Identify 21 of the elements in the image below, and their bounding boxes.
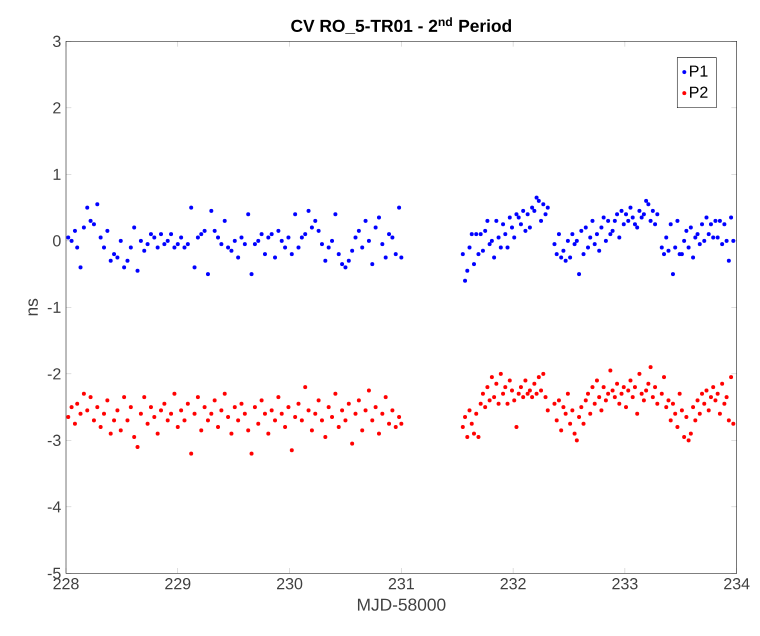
x-tick-label: 234 xyxy=(724,578,750,590)
y-tick-label: 2 xyxy=(53,102,60,114)
x-tick-label: 229 xyxy=(165,578,190,590)
y-tick-label: 1 xyxy=(54,168,61,180)
y-tick-label: -1 xyxy=(48,302,61,313)
y-tick-label: -2 xyxy=(48,368,60,380)
legend-label: P1 xyxy=(690,66,708,77)
y-axis-title: ns xyxy=(28,298,38,316)
x-tick-label: 233 xyxy=(612,578,638,590)
y-tick-label: -5 xyxy=(48,568,61,579)
y-tick-label: -3 xyxy=(48,434,61,446)
y-tick-label: 0 xyxy=(53,235,61,246)
y-tick-label: -4 xyxy=(48,501,61,512)
chart-title: CV RO_5-TR01 - 2$^{nd}$ Period xyxy=(291,17,512,34)
x-tick-label: 230 xyxy=(277,578,302,590)
x-axis-title: MJD-58000 xyxy=(358,598,446,611)
x-tick-label: 228 xyxy=(53,578,79,590)
legend-label: P2 xyxy=(690,86,708,98)
x-tick-label: 231 xyxy=(388,578,414,590)
x-tick-label: 232 xyxy=(500,578,526,590)
y-tick-label: 3 xyxy=(53,36,61,47)
